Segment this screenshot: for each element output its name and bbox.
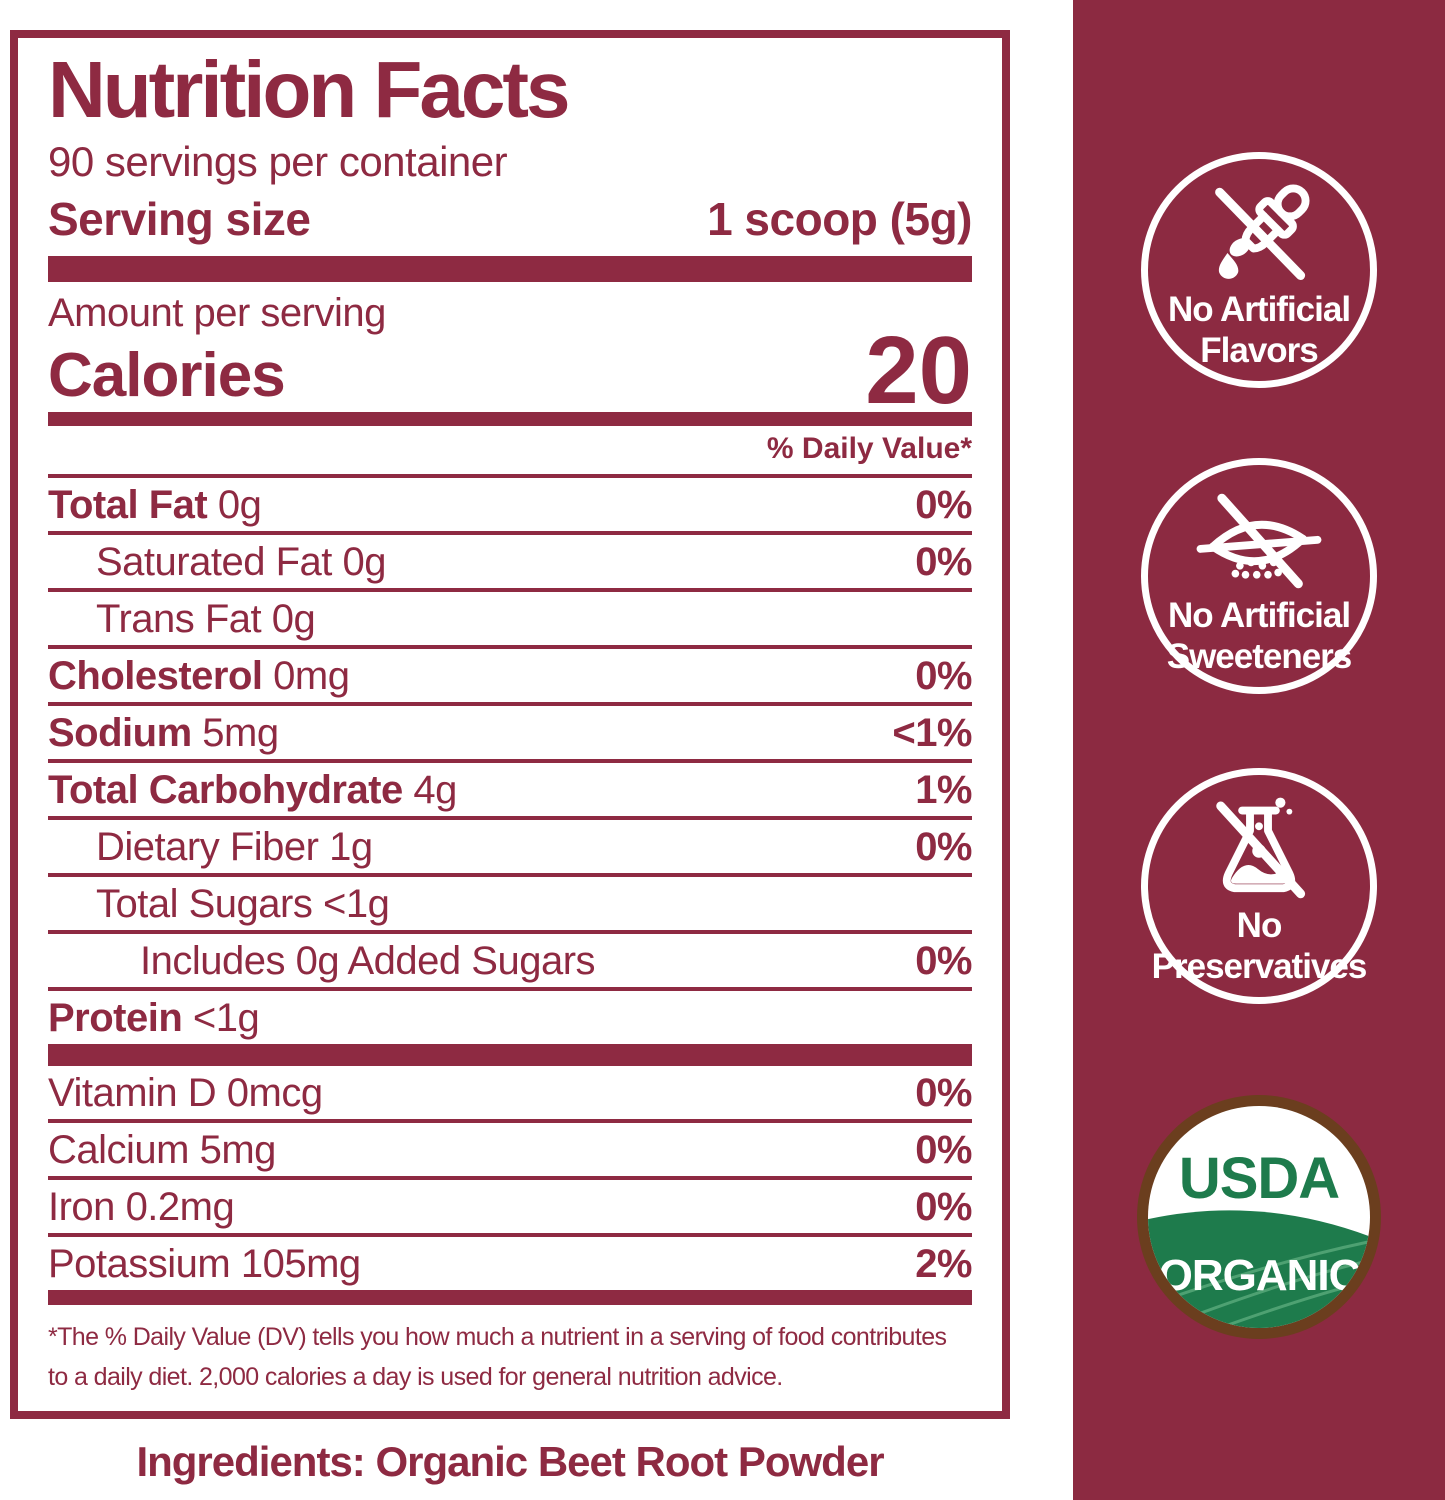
nutrient-daily-value: 0%	[915, 1128, 972, 1172]
row-sodium: Sodium 5mg <1%	[48, 702, 972, 759]
serving-size-value: 1 scoop (5g)	[707, 193, 972, 245]
ingredients-line: Ingredients: Organic Beet Root Powder	[136, 1438, 884, 1485]
badge-no-artificial-sweeteners: No Artificial Sweeteners	[1141, 458, 1377, 694]
nutrient-name: Iron	[48, 1185, 115, 1229]
row-trans-fat: Trans Fat 0g	[48, 588, 972, 645]
row-added-sugars: Includes 0g Added Sugars 0%	[48, 930, 972, 987]
nutrient-daily-value: 0%	[915, 1185, 972, 1229]
nutrient-rows: Total Fat 0g 0% Saturated Fat 0g 0% Tran…	[48, 474, 972, 1044]
divider-bar	[48, 1290, 972, 1305]
no-artificial-sweeteners-icon	[1196, 493, 1322, 589]
daily-value-footnote: *The % Daily Value (DV) tells you how mu…	[48, 1305, 972, 1397]
row-total-fat: Total Fat 0g 0%	[48, 474, 972, 531]
nutrient-name: Total Fat	[48, 483, 208, 527]
nutrient-name: Calcium	[48, 1128, 189, 1172]
feature-badges-sidebar: No Artificial Flavors No Artificia	[1073, 0, 1445, 1500]
nutrient-name: Includes 0g Added Sugars	[140, 939, 596, 983]
nutrient-amount: 1g	[329, 825, 373, 869]
nutrient-name: Trans Fat	[96, 597, 262, 641]
row-calcium: Calcium 5mg 0%	[48, 1119, 972, 1176]
row-total-carbohydrate: Total Carbohydrate 4g 1%	[48, 759, 972, 816]
row-saturated-fat: Saturated Fat 0g 0%	[48, 531, 972, 588]
calories-value: 20	[865, 317, 972, 424]
row-protein: Protein <1g	[48, 987, 972, 1044]
row-potassium: Potassium 105mg 2%	[48, 1233, 972, 1290]
usda-seal-bottom-text: ORGANIC	[1159, 1251, 1360, 1300]
nutrient-amount: 0g	[342, 540, 387, 584]
nutrient-daily-value: 1%	[915, 768, 972, 812]
nutrient-daily-value: 0%	[915, 654, 972, 698]
serving-size-row: Serving size 1 scoop (5g)	[48, 188, 972, 256]
row-dietary-fiber: Dietary Fiber 1g 0%	[48, 816, 972, 873]
nutrient-name: Saturated Fat	[96, 540, 332, 584]
nutrition-facts-label: Nutrition Facts 90 servings per containe…	[10, 30, 1010, 1419]
nutrient-amount: 0mg	[273, 654, 350, 698]
nutrient-daily-value: 2%	[915, 1242, 972, 1286]
amount-per-serving-label: Amount per serving	[48, 291, 386, 335]
badge-no-artificial-flavors: No Artificial Flavors	[1141, 152, 1377, 388]
nutrient-amount: 0g	[217, 483, 262, 527]
nutrient-daily-value: <1%	[892, 711, 972, 755]
footnote-line-1: *The % Daily Value (DV) tells you how mu…	[48, 1323, 947, 1351]
nutrient-amount: 5mg	[202, 711, 279, 755]
nutrient-name: Vitamin D	[48, 1071, 217, 1115]
nutrient-amount: 105mg	[240, 1242, 361, 1286]
divider-bar	[48, 412, 972, 426]
nutrient-name: Potassium	[48, 1242, 231, 1286]
daily-value-header: % Daily Value*	[766, 432, 972, 465]
badge-no-preservatives: No Preservatives	[1141, 768, 1377, 1004]
badge-text-line2: Flavors	[1200, 331, 1319, 370]
thick-divider-bar	[48, 1044, 972, 1066]
nutrient-name: Sodium	[48, 711, 192, 755]
nutrient-daily-value: 0%	[915, 825, 972, 869]
servings-per-container: 90 servings per container	[48, 138, 508, 185]
nutrient-amount: <1g	[192, 996, 260, 1040]
nutrient-amount: 5mg	[199, 1128, 277, 1172]
nutrient-daily-value: 0%	[915, 939, 972, 983]
nutrient-name: Protein	[48, 996, 183, 1040]
row-iron: Iron 0.2mg 0%	[48, 1176, 972, 1233]
badge-text-line2: Preservatives	[1151, 947, 1368, 986]
nutrient-name: Total Sugars	[96, 882, 313, 926]
badge-text-line2: Sweeteners	[1166, 637, 1353, 676]
nutrient-amount: 0.2mg	[125, 1185, 235, 1229]
calories-row: Calories 20	[48, 317, 972, 424]
nutrient-daily-value: 0%	[915, 540, 972, 584]
nutrient-name: Total Carbohydrate	[48, 768, 403, 812]
usda-seal-top-text: USDA	[1179, 1146, 1339, 1211]
nutrient-amount: 0g	[271, 597, 316, 641]
nutrient-daily-value: 0%	[915, 483, 972, 527]
row-cholesterol: Cholesterol 0mg 0%	[48, 645, 972, 702]
nutrient-daily-value: 0%	[915, 1071, 972, 1115]
thick-divider-bar	[48, 256, 972, 282]
label-title: Nutrition Facts	[48, 45, 570, 134]
nutrient-name: Cholesterol	[48, 654, 263, 698]
calories-label: Calories	[48, 341, 286, 410]
serving-size-label: Serving size	[48, 193, 311, 245]
footnote-line-2: to a daily diet. 2,000 calories a day is…	[48, 1363, 783, 1391]
nutrient-name: Dietary Fiber	[96, 825, 319, 869]
no-preservatives-icon	[1216, 797, 1306, 899]
usda-organic-seal-graphic: USDA ORGANIC	[1137, 1095, 1381, 1339]
nutrient-amount: <1g	[322, 882, 390, 926]
row-vitamin-d: Vitamin D 0mcg 0%	[48, 1066, 972, 1119]
nutrient-amount: 0mcg	[226, 1071, 323, 1115]
row-total-sugars: Total Sugars <1g	[48, 873, 972, 930]
no-artificial-flavors-icon	[1215, 184, 1310, 280]
badge-text-line1: No Artificial	[1167, 290, 1351, 329]
usda-organic-seal: USDA ORGANIC	[1134, 1092, 1384, 1342]
badge-text-line1: No Artificial	[1167, 596, 1351, 635]
badge-text-line1: No	[1236, 906, 1283, 945]
nutrient-amount: 4g	[413, 768, 457, 812]
vitamin-mineral-rows: Vitamin D 0mcg 0% Calcium 5mg 0% Iron 0.…	[48, 1066, 972, 1290]
